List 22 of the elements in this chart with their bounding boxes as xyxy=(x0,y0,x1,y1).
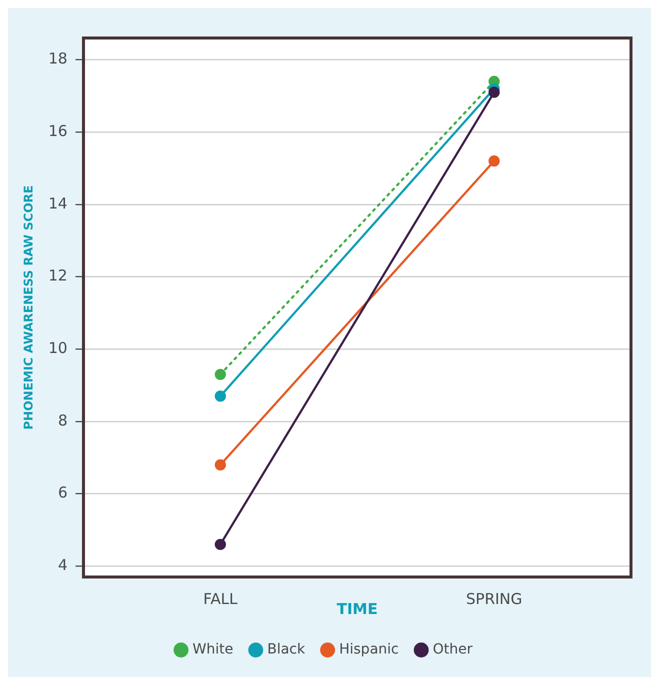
y-tick-label: 16 xyxy=(48,122,68,140)
legend-label: Hispanic xyxy=(339,642,399,658)
x-tick-label: SPRING xyxy=(466,590,522,608)
point xyxy=(214,390,226,402)
y-tick-label: 10 xyxy=(48,338,68,357)
point xyxy=(214,538,226,550)
y-tick-label: 6 xyxy=(58,484,68,502)
point xyxy=(214,459,226,470)
legend-label: Black xyxy=(267,642,306,658)
legend-label: White xyxy=(192,642,234,658)
y-tick-label: 18 xyxy=(48,50,68,68)
x-axis-title: TIME xyxy=(336,600,378,618)
x-tick-label: FALL xyxy=(203,590,238,608)
point xyxy=(214,368,226,380)
point xyxy=(488,86,500,98)
legend-label: Other xyxy=(432,642,473,658)
y-axis-title: PHONEMIC AWARENESS RAW SCORE xyxy=(21,185,36,430)
y-tick-label: 4 xyxy=(58,556,68,574)
y-tick-label: 14 xyxy=(48,194,68,212)
point xyxy=(488,155,500,167)
y-tick-label: 8 xyxy=(58,411,68,430)
y-tick-label: 12 xyxy=(48,266,68,285)
